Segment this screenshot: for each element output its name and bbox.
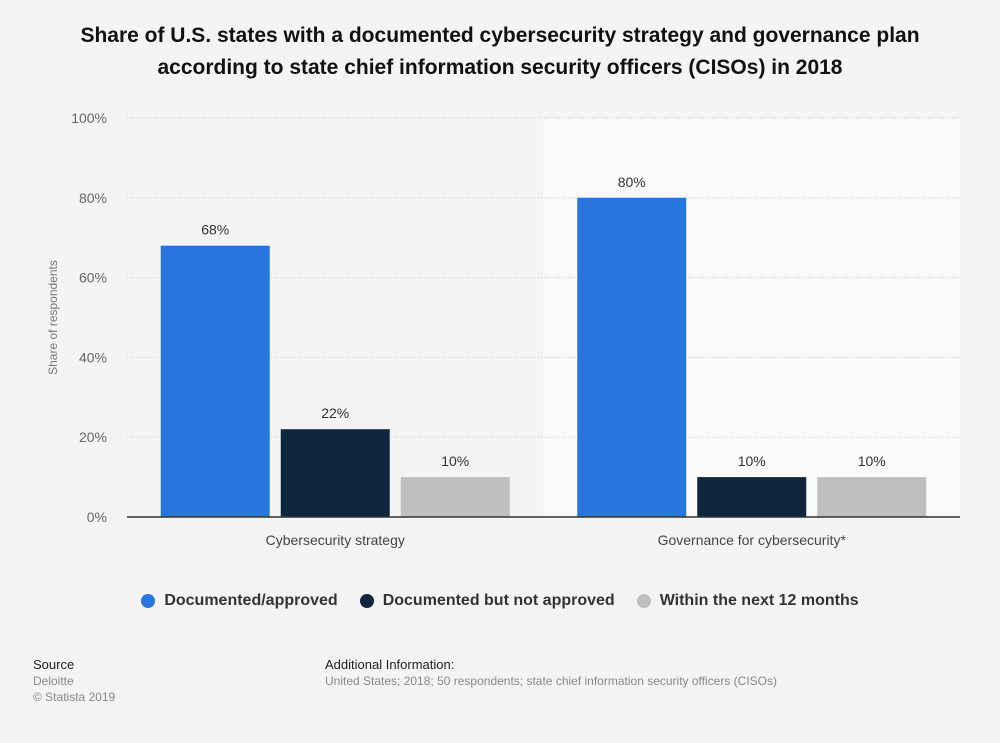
data-label: 10%: [858, 453, 886, 469]
bar: [697, 477, 807, 517]
additional-info-block: Additional Information: United States; 2…: [325, 657, 777, 689]
y-tick-label: 80%: [79, 190, 107, 206]
legend-item-within-12-months[interactable]: Within the next 12 months: [636, 592, 859, 610]
bar: [160, 245, 270, 517]
source-block: Source Deloitte © Statista 2019: [33, 657, 115, 705]
bar: [817, 477, 927, 517]
y-tick-label: 0%: [87, 509, 107, 525]
legend: Documented/approved Documented but not a…: [0, 592, 1000, 610]
chart-title-line1: Share of U.S. states with a documented c…: [80, 24, 920, 47]
y-axis-label: Share of respondents: [46, 260, 60, 375]
data-label: 22%: [321, 405, 349, 421]
bar: [280, 429, 390, 517]
legend-item-documented-approved[interactable]: Documented/approved: [141, 592, 338, 610]
y-tick-label: 40%: [79, 349, 107, 365]
additional-info-text: United States; 2018; 50 respondents; sta…: [325, 674, 777, 688]
legend-item-documented-not-approved[interactable]: Documented but not approved: [359, 592, 615, 610]
y-tick-label: 60%: [79, 270, 107, 286]
data-label: 10%: [441, 453, 469, 469]
data-label: 80%: [618, 174, 646, 190]
x-category-label: Governance for cybersecurity*: [658, 532, 847, 548]
legend-swatch-documented-not-approved: [359, 594, 374, 608]
legend-label: Documented/approved: [164, 592, 338, 609]
source-name[interactable]: Deloitte: [33, 674, 74, 688]
legend-label: Within the next 12 months: [659, 592, 859, 609]
bar: [577, 197, 687, 518]
data-label: 10%: [738, 453, 766, 469]
legend-label: Documented but not approved: [382, 592, 615, 609]
chart-title-line2: according to state chief information sec…: [157, 56, 843, 79]
y-tick-label: 20%: [79, 429, 107, 445]
additional-info-heading: Additional Information:: [325, 657, 455, 672]
bar: [400, 477, 510, 517]
source-heading: Source: [33, 657, 75, 672]
legend-swatch-within-12-months: [636, 594, 651, 608]
chart-title: Share of U.S. states with a documented c…: [40, 20, 960, 84]
x-category-label: Cybersecurity strategy: [266, 532, 405, 548]
y-tick-label: 100%: [71, 110, 107, 126]
data-label: 68%: [201, 222, 229, 238]
copyright: © Statista 2019: [33, 690, 116, 704]
legend-swatch-documented-approved: [141, 594, 156, 608]
